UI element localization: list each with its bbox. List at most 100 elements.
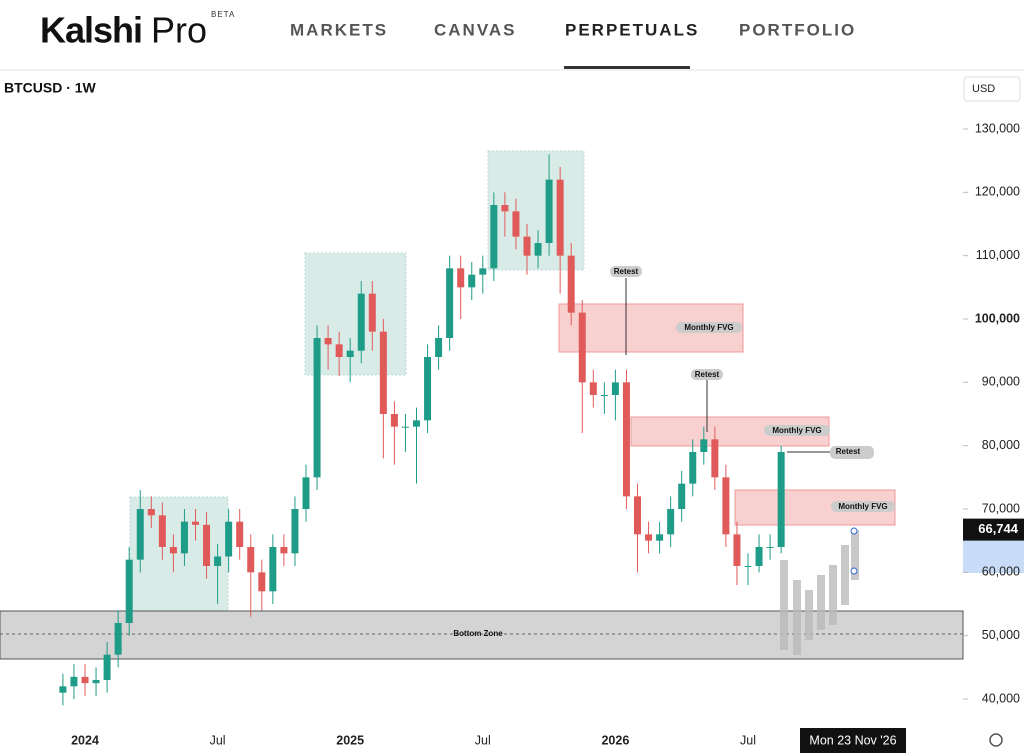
logo: Kalshi — [40, 10, 142, 51]
y-tick-label: 60,000 — [982, 565, 1020, 579]
range-box — [129, 496, 229, 621]
beta-badge: BETA — [211, 10, 235, 19]
x-tick-label: Jul — [740, 733, 756, 747]
candle-body — [92, 680, 100, 684]
nav-active-underline — [564, 66, 690, 69]
projection — [780, 530, 859, 655]
candle-body — [479, 268, 487, 275]
candle-body — [578, 312, 586, 383]
range-box — [304, 252, 407, 376]
candle-body — [744, 566, 752, 567]
y-tick-label: 80,000 — [982, 438, 1020, 452]
candle-body — [280, 547, 288, 554]
candle-body — [567, 255, 575, 313]
pill — [764, 425, 830, 436]
candle-body — [501, 205, 509, 212]
candle-body — [258, 572, 266, 592]
candle-body — [733, 534, 741, 566]
candle-body — [667, 509, 675, 535]
last-price-tag — [963, 518, 1024, 541]
bottom-zone — [0, 610, 964, 660]
candle-body — [622, 382, 630, 497]
candle-body — [214, 556, 222, 566]
candle-body — [435, 338, 443, 357]
candle-body — [766, 547, 774, 548]
annotation: Monthly FVG — [838, 502, 887, 511]
crosshair-tag — [800, 728, 906, 753]
candle-body — [169, 547, 177, 554]
logo-suffix: Pro — [151, 10, 207, 51]
candle-body — [368, 293, 376, 332]
candle-body — [291, 509, 299, 554]
candle-body — [180, 521, 188, 554]
candle-body — [158, 515, 166, 547]
candle-body — [114, 623, 122, 655]
y-tick-label: 90,000 — [982, 375, 1020, 389]
candle-body — [556, 179, 564, 256]
candle-body — [147, 509, 155, 516]
pill — [676, 322, 742, 333]
candle-body — [589, 382, 597, 395]
candle-body — [446, 268, 454, 338]
candle-body — [70, 676, 78, 687]
annotation: Bottom Zone — [453, 629, 503, 638]
handle[interactable] — [850, 527, 858, 535]
annotation: Retest — [614, 267, 639, 276]
candle-body — [490, 205, 498, 269]
candle-body — [755, 547, 763, 566]
pill — [691, 369, 723, 380]
candle-body — [59, 686, 67, 693]
candle-body — [324, 338, 332, 345]
crosshair-label: Mon 23 Nov '26 — [809, 733, 896, 747]
candle-body — [656, 534, 664, 541]
y-tick-label: 110,000 — [976, 248, 1020, 262]
last-price-label: 66,744 — [978, 521, 1019, 536]
y-tick-label: 40,000 — [982, 691, 1020, 705]
candle-body — [390, 414, 398, 427]
candle-body — [269, 547, 277, 592]
candle-body — [645, 534, 653, 541]
candle-body — [313, 338, 321, 478]
x-tick-label: Jul — [210, 733, 226, 747]
candle-body — [225, 521, 233, 557]
handle[interactable] — [850, 567, 858, 575]
y-tick-label: 130,000 — [975, 121, 1020, 135]
candle-body — [457, 268, 465, 288]
candle-body — [81, 676, 89, 684]
pill — [830, 446, 874, 459]
candle-body — [711, 439, 719, 478]
settings-icon[interactable] — [989, 733, 1003, 747]
pill — [831, 501, 895, 512]
annotation: Retest — [695, 370, 720, 379]
candle-body — [103, 654, 111, 680]
annotation: Monthly FVG — [684, 323, 733, 332]
candle-body — [136, 509, 144, 560]
candle-body — [534, 243, 542, 256]
pill — [610, 266, 642, 277]
y-tick-label: 120,000 — [975, 185, 1020, 199]
candle-body — [611, 382, 619, 395]
candle-body — [468, 274, 476, 288]
candle-body — [413, 420, 420, 427]
candle-body — [379, 331, 387, 414]
candle-body — [600, 395, 608, 396]
y-tick-label: 100,000 — [975, 311, 1020, 325]
nav-item[interactable]: PORTFOLIO — [739, 20, 856, 39]
nav-item[interactable]: CANVAS — [434, 20, 517, 39]
candle-body — [302, 477, 310, 509]
nav-item[interactable]: PERPETUALS — [565, 20, 699, 39]
x-tick-label: 2024 — [71, 733, 99, 747]
currency-label: USD — [972, 83, 995, 95]
y-tick-label: 50,000 — [982, 628, 1020, 642]
candle-body — [357, 293, 365, 351]
candle-body — [512, 211, 520, 237]
candle-body — [401, 426, 409, 428]
candle-body — [236, 521, 244, 547]
nav-item[interactable]: MARKETS — [290, 20, 388, 39]
candle-body — [424, 357, 432, 421]
candle-body — [700, 439, 708, 452]
currency-select[interactable] — [963, 76, 1021, 102]
x-tick-label: 2026 — [601, 733, 629, 747]
annotation: Monthly FVG — [772, 426, 821, 435]
